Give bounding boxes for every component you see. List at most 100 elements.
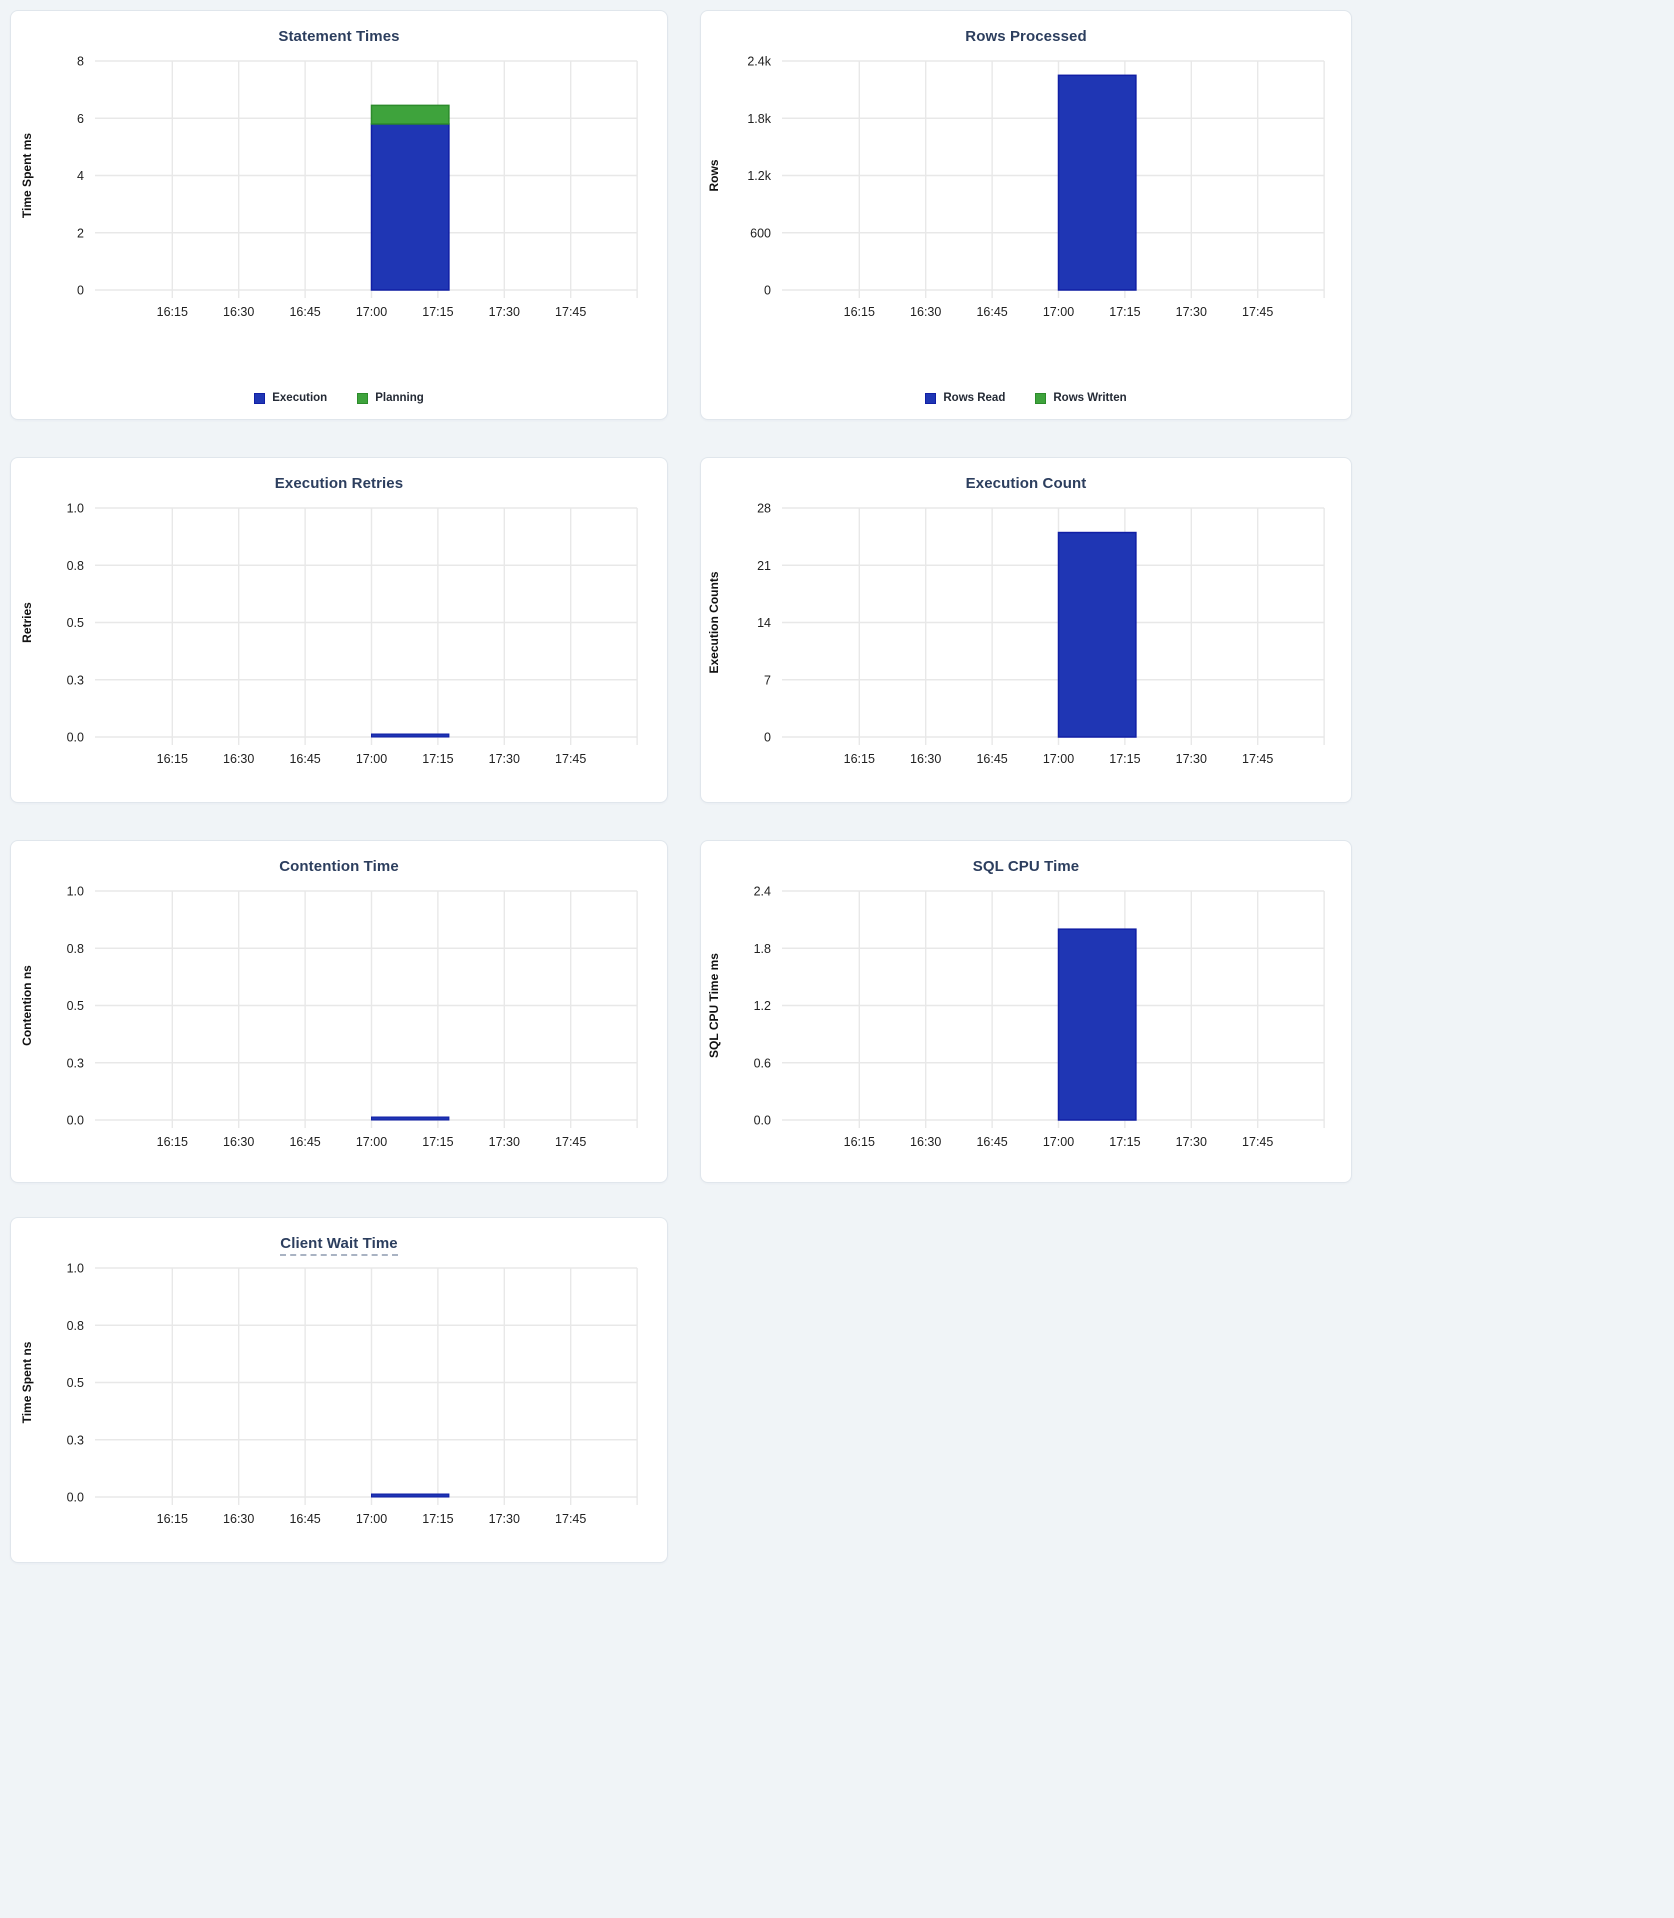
statement-times-chart[interactable]: 8 6 4 2 0 16:15 16:30 16:45 17:00 17:15 17:30 17:45…: [15, 51, 663, 323]
svg-text:17:00: 17:00: [356, 305, 387, 319]
svg-text:16:15: 16:15: [157, 1512, 188, 1526]
svg-text:17:15: 17:15: [422, 752, 453, 766]
svg-text:17:45: 17:45: [1242, 752, 1273, 766]
svg-text:17:30: 17:30: [489, 1512, 520, 1526]
svg-text:0.6: 0.6: [754, 1056, 771, 1070]
chart-title-text: Execution Count: [965, 475, 1087, 492]
svg-text:0.3: 0.3: [67, 673, 84, 687]
legend-item-execution[interactable]: Execution: [254, 392, 327, 404]
execution-swatch-icon: [254, 392, 266, 404]
svg-text:1.8k: 1.8k: [747, 112, 771, 126]
svg-text:17:00: 17:00: [1043, 752, 1074, 766]
legend-label: Rows Read: [943, 392, 1006, 404]
svg-text:17:30: 17:30: [1176, 752, 1207, 766]
svg-text:0.5: 0.5: [67, 999, 84, 1013]
svg-text:17:15: 17:15: [422, 1135, 453, 1149]
svg-text:0.0: 0.0: [754, 1114, 771, 1128]
legend-item-rows-written[interactable]: Rows Written: [1035, 392, 1127, 404]
svg-text:0.8: 0.8: [67, 942, 84, 956]
svg-text:Rows: Rows: [707, 159, 721, 191]
svg-text:17:30: 17:30: [1176, 1135, 1207, 1149]
svg-text:17:30: 17:30: [1176, 305, 1207, 319]
client-wait-time-chart[interactable]: 1.0 0.8 0.5 0.3 0.0 16:15 16:30 16:45 17:00 17:15…: [15, 1258, 663, 1530]
svg-text:17:45: 17:45: [1242, 1135, 1273, 1149]
rows-read-swatch-icon: [925, 392, 937, 404]
rows-written-swatch-icon: [1035, 392, 1047, 404]
svg-text:17:45: 17:45: [555, 752, 586, 766]
svg-text:600: 600: [750, 226, 771, 240]
chart-title-text: Contention Time: [279, 858, 399, 875]
svg-text:Retries: Retries: [20, 602, 34, 643]
svg-text:17:00: 17:00: [356, 1135, 387, 1149]
svg-text:8: 8: [77, 55, 84, 69]
chart-card-statement-times: Statement Times 8 6 4 2 0 16:15 16:30 16:45 17:0…: [10, 10, 668, 420]
rows-processed-legend: Rows Read Rows Written: [701, 392, 1351, 404]
svg-text:16:45: 16:45: [976, 305, 1007, 319]
svg-text:16:45: 16:45: [289, 305, 320, 319]
svg-text:0.5: 0.5: [67, 616, 84, 630]
chart-title-rows-processed: Rows Processed: [701, 28, 1351, 45]
svg-text:16:45: 16:45: [976, 1135, 1007, 1149]
svg-text:17:15: 17:15: [1109, 1135, 1140, 1149]
svg-text:7: 7: [764, 673, 771, 687]
svg-text:0: 0: [764, 284, 771, 298]
legend-label: Rows Written: [1053, 392, 1127, 404]
svg-text:16:15: 16:15: [157, 752, 188, 766]
svg-text:17:30: 17:30: [489, 305, 520, 319]
svg-text:2.4k: 2.4k: [747, 55, 771, 69]
svg-text:Time Spent ms: Time Spent ms: [20, 133, 34, 218]
chart-title-sql-cpu-time: SQL CPU Time: [701, 858, 1351, 875]
svg-text:1.2: 1.2: [754, 999, 771, 1013]
chart-title-execution-retries: Execution Retries: [11, 475, 667, 492]
sql-cpu-time-chart[interactable]: 2.4 1.8 1.2 0.6 0.0 16:15 16:30 16:45 17:00 17:15…: [702, 881, 1350, 1153]
svg-text:0: 0: [77, 284, 84, 298]
svg-text:1.0: 1.0: [67, 885, 84, 899]
svg-text:4: 4: [77, 169, 84, 183]
svg-text:Contention ns: Contention ns: [20, 965, 34, 1046]
contention-time-chart[interactable]: 1.0 0.8 0.5 0.3 0.0 16:15 16:30 16:45 17:00 17:15…: [15, 881, 663, 1153]
svg-text:Execution Counts: Execution Counts: [707, 571, 721, 673]
svg-text:2: 2: [77, 226, 84, 240]
execution-count-chart[interactable]: 28 21 14 7 0 16:15 16:30 16:45 17:00 17:15 17:30 17…: [702, 498, 1350, 770]
svg-text:16:30: 16:30: [223, 1135, 254, 1149]
legend-item-rows-read[interactable]: Rows Read: [925, 392, 1005, 404]
chart-title-client-wait-time: Client Wait Time: [11, 1235, 667, 1256]
svg-text:0.8: 0.8: [67, 559, 84, 573]
svg-text:0.5: 0.5: [67, 1376, 84, 1390]
svg-text:16:30: 16:30: [910, 1135, 941, 1149]
svg-text:17:45: 17:45: [555, 1512, 586, 1526]
svg-text:16:15: 16:15: [157, 1135, 188, 1149]
chart-title-statement-times: Statement Times: [11, 28, 667, 45]
svg-text:0.3: 0.3: [67, 1056, 84, 1070]
svg-text:16:15: 16:15: [844, 752, 875, 766]
planning-swatch-icon: [357, 392, 369, 404]
chart-card-contention-time: Contention Time 1.0 0.8 0.5 0.3 0.0 16:15 16:3…: [10, 840, 668, 1183]
svg-text:16:45: 16:45: [289, 1512, 320, 1526]
chart-card-execution-count: Execution Count 28 21 14 7 0 16:15 16:30 16:45 1…: [700, 457, 1352, 803]
svg-text:16:30: 16:30: [223, 752, 254, 766]
svg-text:14: 14: [757, 616, 771, 630]
svg-text:0.3: 0.3: [67, 1433, 84, 1447]
svg-text:17:00: 17:00: [356, 752, 387, 766]
chart-title-text: SQL CPU Time: [972, 858, 1080, 875]
svg-text:0: 0: [764, 731, 771, 745]
svg-text:1.0: 1.0: [67, 1262, 84, 1276]
svg-text:21: 21: [757, 559, 771, 573]
chart-title-contention-time: Contention Time: [11, 858, 667, 875]
rows-processed-chart[interactable]: 2.4k 1.8k 1.2k 600 0 16:15 16:30 16:45 17:00 17:1…: [702, 51, 1350, 323]
client-wait-time-tooltip-trigger[interactable]: Client Wait Time: [280, 1235, 398, 1256]
svg-text:16:15: 16:15: [157, 305, 188, 319]
svg-text:28: 28: [757, 502, 771, 516]
chart-card-client-wait-time: Client Wait Time 1.0 0.8 0.5 0.3 0.0 16:15 16:…: [10, 1217, 668, 1563]
svg-text:17:15: 17:15: [1109, 752, 1140, 766]
svg-text:16:15: 16:15: [844, 1135, 875, 1149]
svg-text:1.2k: 1.2k: [747, 169, 771, 183]
svg-text:6: 6: [77, 112, 84, 126]
svg-text:1.8: 1.8: [754, 942, 771, 956]
svg-text:17:00: 17:00: [1043, 305, 1074, 319]
svg-text:16:45: 16:45: [289, 752, 320, 766]
execution-retries-chart[interactable]: 1.0 0.8 0.5 0.3 0.0 16:15 16:30 16:45 17:00 17:15…: [15, 498, 663, 770]
legend-item-planning[interactable]: Planning: [357, 392, 424, 404]
svg-text:0.0: 0.0: [67, 1491, 84, 1505]
svg-text:1.0: 1.0: [67, 502, 84, 516]
